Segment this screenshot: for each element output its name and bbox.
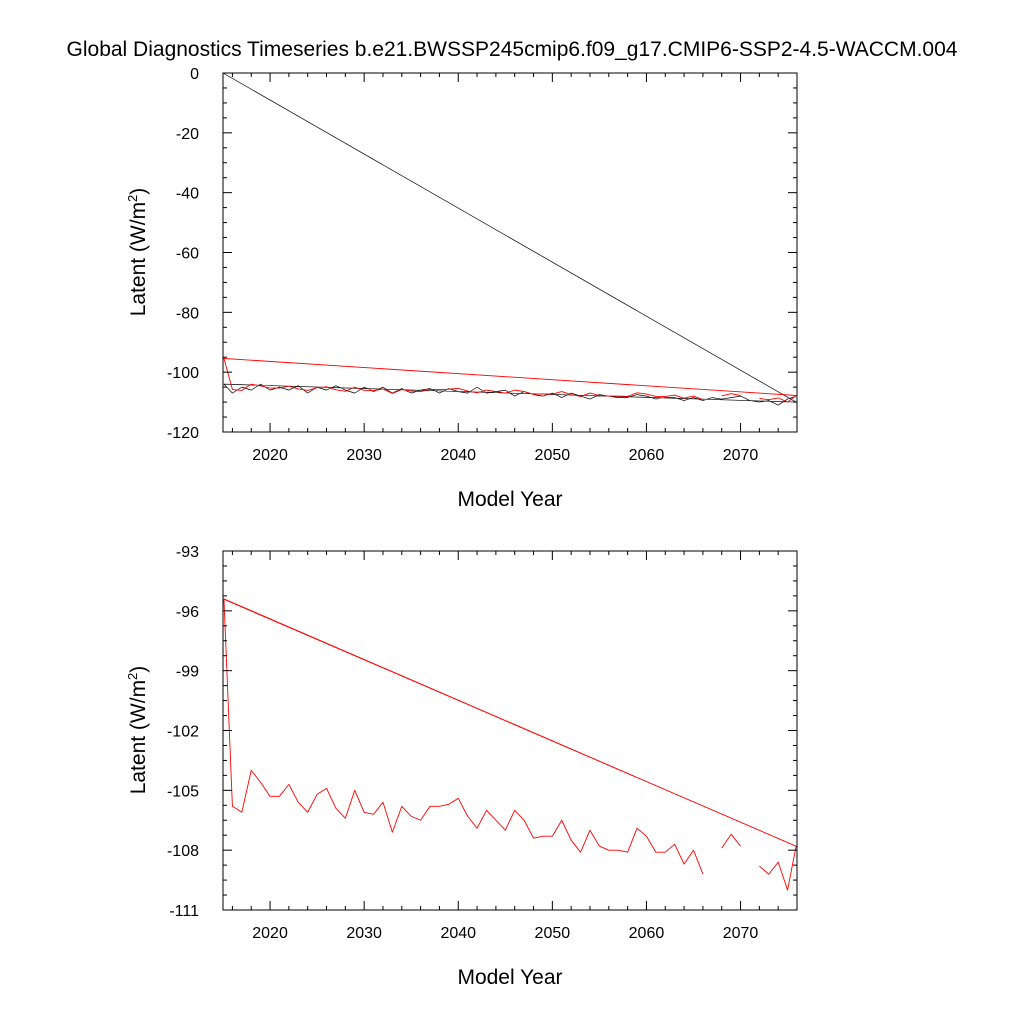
y-tick-label: -99 <box>176 664 199 681</box>
y-tick-label: -40 <box>176 186 199 203</box>
x-tick-label: 2050 <box>535 925 571 942</box>
bottom-plot-frame <box>222 550 798 911</box>
top-panel: 2020 2030 2040 2050 2060 2070 0 -20 -40 -60 -80 -10… <box>125 66 798 511</box>
x-tick-label: 2060 <box>629 925 665 942</box>
top-series-line-0 <box>222 72 797 406</box>
y-tick-label: -20 <box>176 126 199 143</box>
x-tick-label: 2020 <box>252 925 288 942</box>
y-tick-label: 0 <box>190 66 199 83</box>
top-plot-frame <box>222 72 798 433</box>
y-tick-label: -102 <box>167 724 199 741</box>
bottom-ticks: 2020 2030 2040 2050 2060 2070 -93 -96 -99 -102 -10… <box>167 544 798 942</box>
top-x-axis-label: Model Year <box>457 488 562 511</box>
x-tick-label: 2030 <box>346 925 382 942</box>
x-tick-label: 2060 <box>629 447 665 464</box>
y-tick-label: -96 <box>176 604 199 621</box>
y-tick-label: -108 <box>167 843 199 860</box>
bottom-x-axis-label: Model Year <box>457 966 562 989</box>
x-tick-label: 2040 <box>440 925 476 942</box>
y-tick-label: -80 <box>176 305 199 322</box>
x-tick-label: 2020 <box>252 447 288 464</box>
x-tick-label: 2050 <box>535 447 571 464</box>
figure-title: Global Diagnostics Timeseries b.e21.BWSS… <box>67 38 958 61</box>
y-tick-label: -93 <box>176 544 199 561</box>
bottom-y-axis-label: Latent (W/m2) <box>125 666 150 795</box>
bottom-series-line-0 <box>222 598 797 891</box>
x-tick-label: 2040 <box>440 447 476 464</box>
top-y-axis-label: Latent (W/m2) <box>125 188 150 317</box>
y-tick-label: -105 <box>167 783 199 800</box>
x-tick-label: 2070 <box>723 925 759 942</box>
y-tick-label: -111 <box>169 903 199 920</box>
x-tick-label: 2070 <box>723 447 759 464</box>
top-series-line-1 <box>222 357 797 403</box>
top-plot-area <box>222 72 797 406</box>
y-tick-label: -100 <box>167 365 199 382</box>
x-tick-label: 2030 <box>346 447 382 464</box>
bottom-panel: 2020 2030 2040 2050 2060 2070 -93 -96 -99 -102 -10… <box>125 544 798 989</box>
top-ticks: 2020 2030 2040 2050 2060 2070 0 -20 -40 -60 -80 -10… <box>167 66 798 464</box>
y-tick-label: -120 <box>167 425 199 442</box>
bottom-plot-area <box>222 598 797 891</box>
y-tick-label: -60 <box>176 246 199 263</box>
